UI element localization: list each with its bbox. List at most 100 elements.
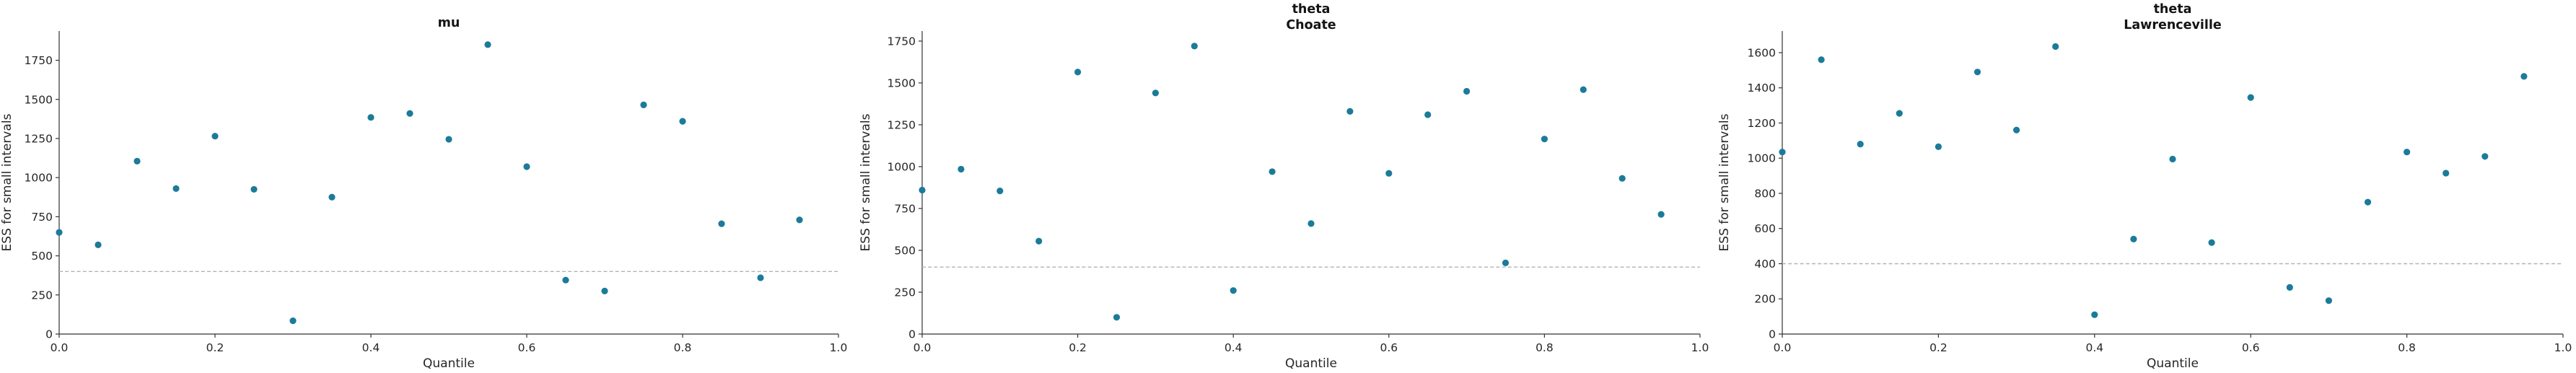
data-point	[172, 185, 180, 192]
data-point	[1152, 89, 1159, 97]
y-tick-label: 500	[894, 244, 916, 257]
y-tick-label: 1000	[25, 172, 53, 185]
x-tick-label: 0.8	[1535, 341, 1554, 354]
data-point	[2443, 170, 2450, 177]
y-tick-label: 200	[1754, 293, 1776, 306]
data-point	[406, 110, 413, 117]
subplot-theta-lawrenceville: 0 200 400 600 800 1000 1200 1400 1600 0.0 0.2 0.4 0.…	[1717, 0, 2576, 373]
x-tick-label: 0.0	[1774, 341, 1792, 354]
y-tick-label: 750	[894, 202, 916, 215]
data-point	[2404, 149, 2411, 156]
y-tick-label: 1200	[1748, 117, 1776, 130]
data-point	[1502, 259, 1510, 266]
plot-title: Lawrenceville	[2124, 18, 2222, 32]
data-point	[2052, 43, 2059, 51]
y-tick-label: 1000	[888, 160, 916, 173]
data-point	[445, 136, 452, 143]
y-axis-label: ESS for small intervals	[0, 113, 14, 251]
data-point	[523, 163, 530, 170]
x-tick-label: 1.0	[830, 341, 848, 354]
x-tick-label: 0.0	[51, 341, 69, 354]
data-point	[562, 276, 569, 284]
y-tick-label: 1500	[888, 76, 916, 89]
y-tick-label: 1500	[25, 93, 53, 106]
x-tick-label: 0.0	[914, 341, 932, 354]
x-tick-label: 0.6	[1380, 341, 1398, 354]
x-tick-label: 0.2	[1929, 341, 1948, 354]
data-point	[1857, 141, 1864, 148]
data-point	[484, 41, 491, 48]
data-point	[133, 157, 141, 165]
data-point	[2286, 284, 2293, 291]
y-tick-label: 250	[31, 289, 53, 302]
data-point	[328, 193, 336, 201]
x-tick-label: 0.2	[1069, 341, 1087, 354]
x-axis-label: Quantile	[423, 356, 475, 371]
data-point	[1935, 143, 1942, 150]
data-point	[718, 220, 725, 227]
data-point	[367, 114, 374, 121]
y-axis-label: ESS for small intervals	[859, 113, 873, 251]
y-tick-label: 250	[894, 286, 916, 299]
y-tick-label: 1250	[25, 132, 53, 145]
data-point	[1230, 287, 1237, 294]
x-tick-label: 1.0	[1691, 341, 1709, 354]
data-point	[1424, 111, 1432, 118]
y-axis-label: ESS for small intervals	[1717, 113, 1732, 251]
data-point	[1074, 69, 1082, 76]
y-tick-label: 600	[1754, 222, 1776, 235]
ess-scatter-theta-choate: 0 250 500 750 1000 1250 1500 1750 0.0 0.2 0.4 0.6 0.…	[859, 2, 1709, 371]
data-point	[1657, 211, 1665, 218]
x-tick-label: 0.8	[2398, 341, 2416, 354]
data-point	[757, 274, 764, 281]
y-tick-label: 1400	[1748, 82, 1776, 95]
ess-scatter-theta-lawrenceville: 0 200 400 600 800 1000 1200 1400 1600 0.0 0.2 0.4 0.…	[1717, 2, 2572, 371]
x-tick-label: 0.4	[1225, 341, 1243, 354]
data-point	[1618, 175, 1626, 182]
data-point	[2325, 297, 2332, 304]
data-point	[796, 216, 803, 224]
data-point	[95, 241, 102, 249]
plot-title: theta	[2154, 2, 2192, 17]
data-point	[1580, 86, 1587, 93]
y-tick-label: 1750	[888, 35, 916, 48]
y-tick-label: 800	[1754, 187, 1776, 200]
y-tick-label: 750	[31, 211, 53, 224]
data-point	[1973, 69, 1981, 76]
x-tick-label: 0.4	[362, 341, 380, 354]
data-point	[1191, 43, 1198, 50]
x-tick-label: 0.8	[674, 341, 692, 354]
y-tick-label: 400	[1754, 258, 1776, 271]
subplot-mu: 0 250 500 750 1000 1250 1500 1750 0.0 0.2 0.4 0.6 0.…	[0, 0, 859, 373]
x-tick-label: 0.6	[518, 341, 536, 354]
data-point	[250, 185, 258, 193]
data-point	[1896, 110, 1903, 117]
y-tick-label: 1000	[1748, 152, 1776, 165]
y-tick-label: 1600	[1748, 46, 1776, 59]
x-tick-label: 1.0	[2554, 341, 2572, 354]
x-tick-label: 0.4	[2085, 341, 2103, 354]
data-point	[601, 287, 608, 294]
x-axis-label: Quantile	[2147, 356, 2199, 371]
data-point	[1463, 87, 1471, 95]
y-tick-label: 0	[908, 328, 916, 341]
data-point	[2364, 198, 2372, 206]
data-point	[919, 186, 926, 194]
y-tick-label: 1250	[888, 118, 916, 131]
data-point	[679, 118, 686, 125]
y-tick-label: 1750	[25, 54, 53, 67]
data-point	[1035, 237, 1043, 245]
subplot-theta-choate: 0 250 500 750 1000 1250 1500 1750 0.0 0.2 0.4 0.6 0.…	[859, 0, 1717, 373]
data-point	[2091, 311, 2098, 318]
data-point	[56, 229, 63, 236]
data-point	[996, 188, 1004, 195]
data-point	[1385, 170, 1393, 177]
plot-title: Choate	[1286, 18, 1336, 32]
plot-title: theta	[1292, 2, 1331, 17]
data-point	[1113, 314, 1121, 321]
y-tick-label: 0	[45, 328, 53, 341]
data-point	[1818, 56, 1825, 63]
data-point	[2247, 94, 2254, 101]
data-point	[1307, 220, 1315, 227]
